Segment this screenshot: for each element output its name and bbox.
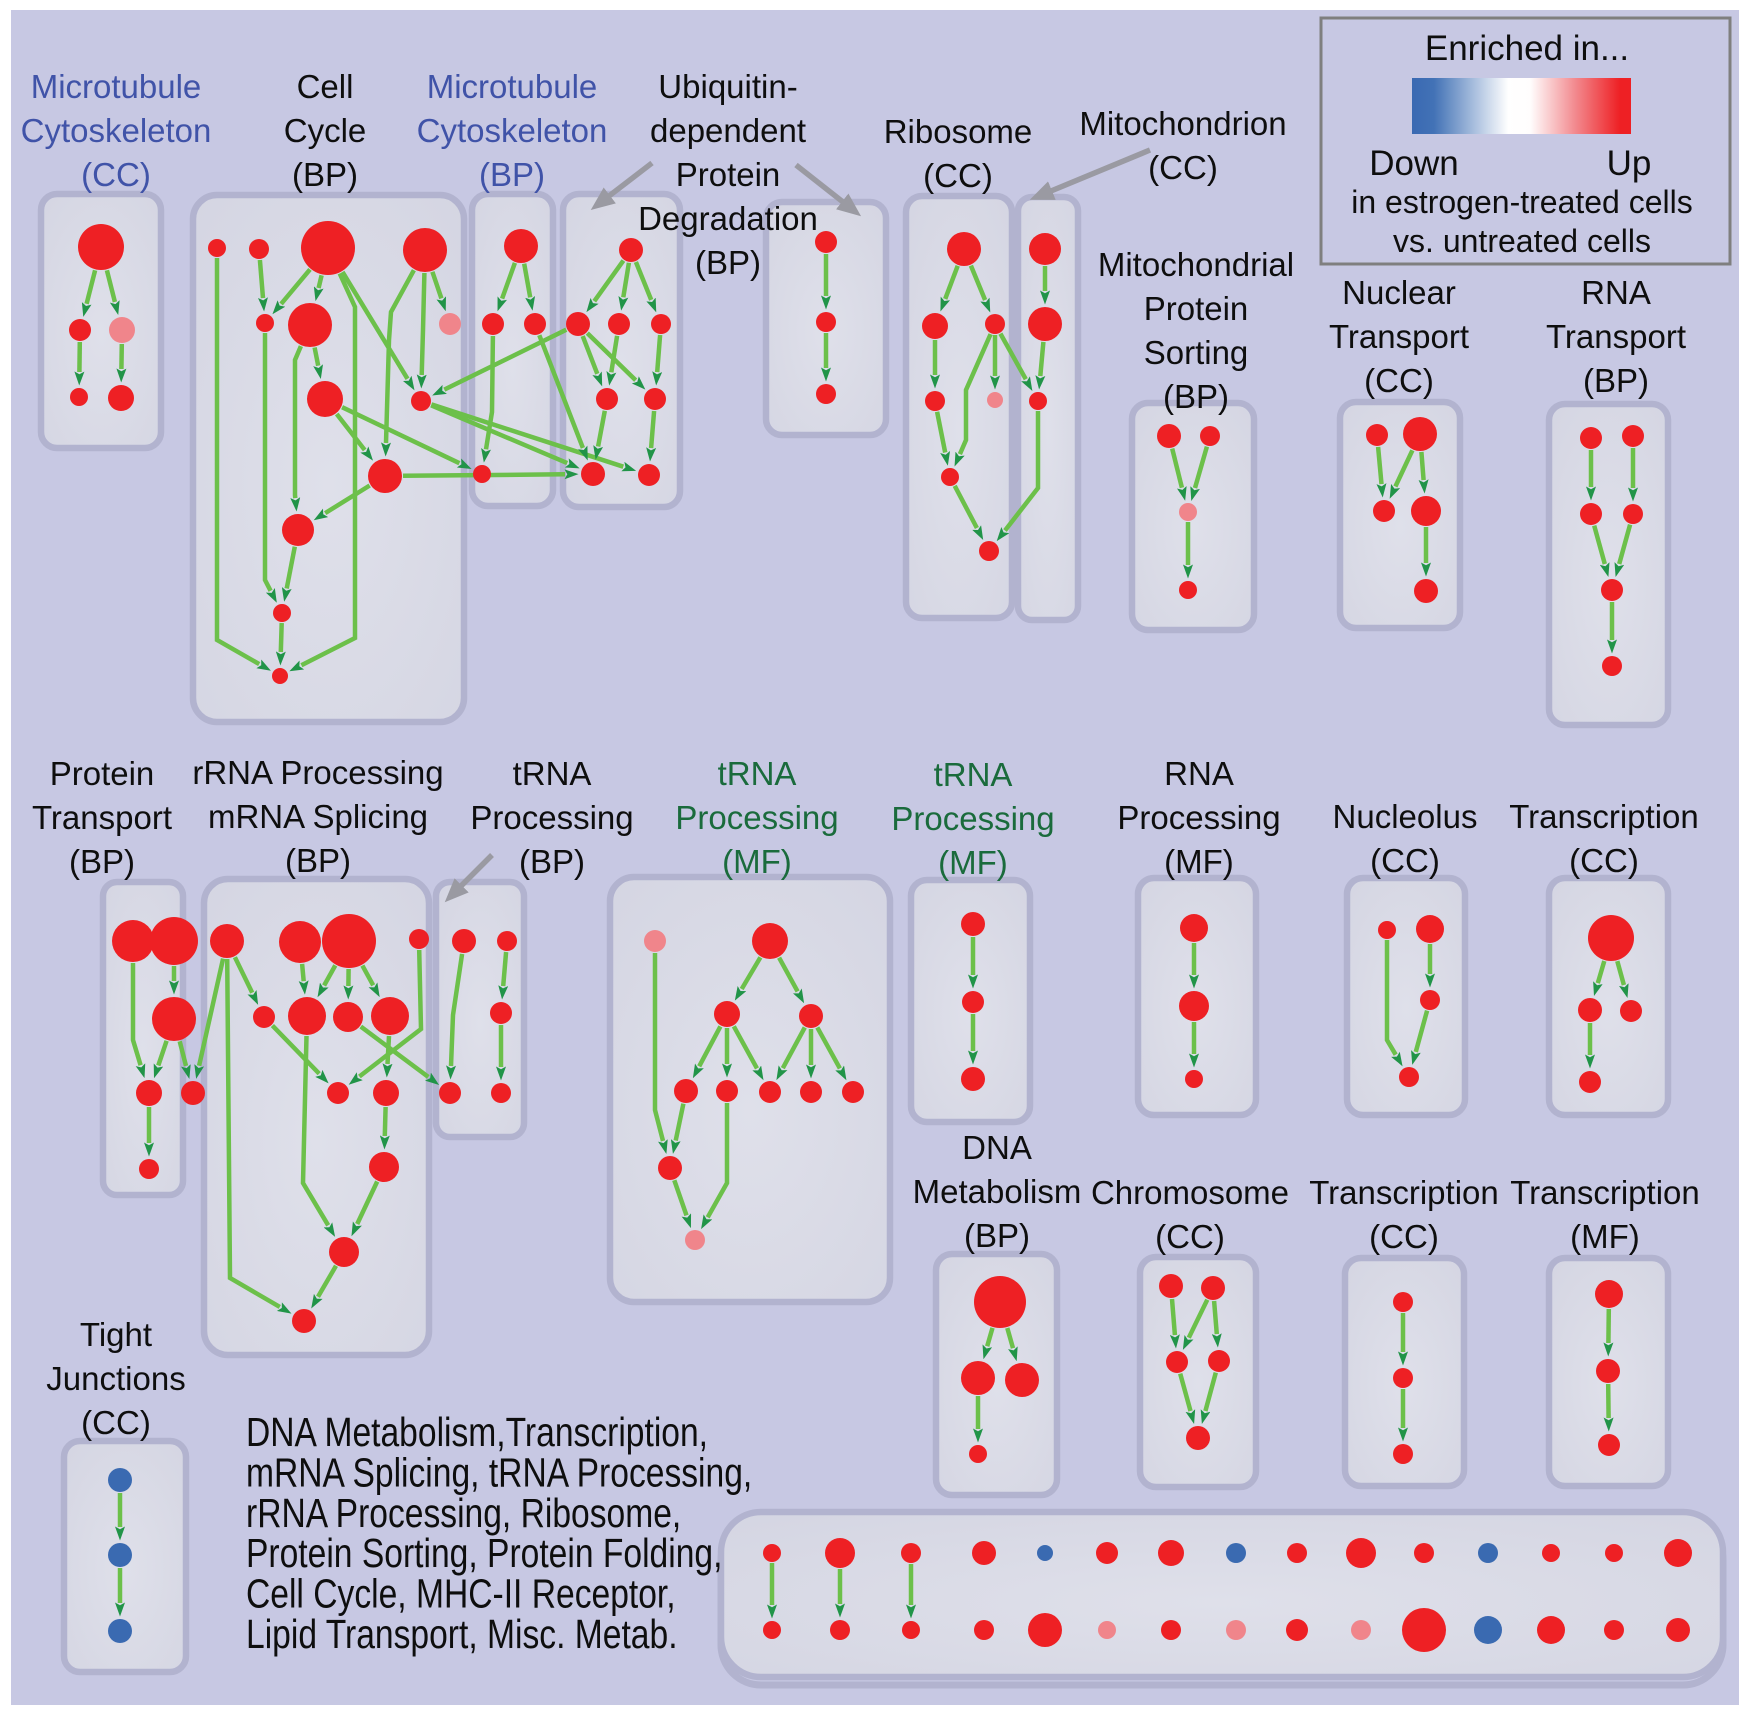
svg-text:Ribosome(CC): Ribosome (CC) xyxy=(884,113,1033,194)
svg-text:Transcription(CC): Transcription (CC) xyxy=(1309,1174,1499,1255)
svg-text:vs. untreated cells: vs. untreated cells xyxy=(1393,223,1651,259)
svg-text:Up: Up xyxy=(1607,144,1652,183)
svg-text:DNA Metabolism,Transcription,m: DNA Metabolism,Transcription, mRNA Splici… xyxy=(246,1409,752,1657)
svg-text:Transcription(MF): Transcription (MF) xyxy=(1510,1174,1700,1255)
svg-text:Enriched in...: Enriched in... xyxy=(1425,29,1629,68)
svg-text:Down: Down xyxy=(1369,144,1458,183)
svg-text:in estrogen-treated cells: in estrogen-treated cells xyxy=(1351,184,1693,220)
svg-text:Mitochondrion(CC): Mitochondrion (CC) xyxy=(1079,105,1286,186)
svg-text:Nucleolus(CC): Nucleolus (CC) xyxy=(1333,798,1478,879)
svg-text:Transcription(CC): Transcription (CC) xyxy=(1509,798,1699,879)
svg-text:Chromosome(CC): Chromosome (CC) xyxy=(1091,1174,1289,1255)
